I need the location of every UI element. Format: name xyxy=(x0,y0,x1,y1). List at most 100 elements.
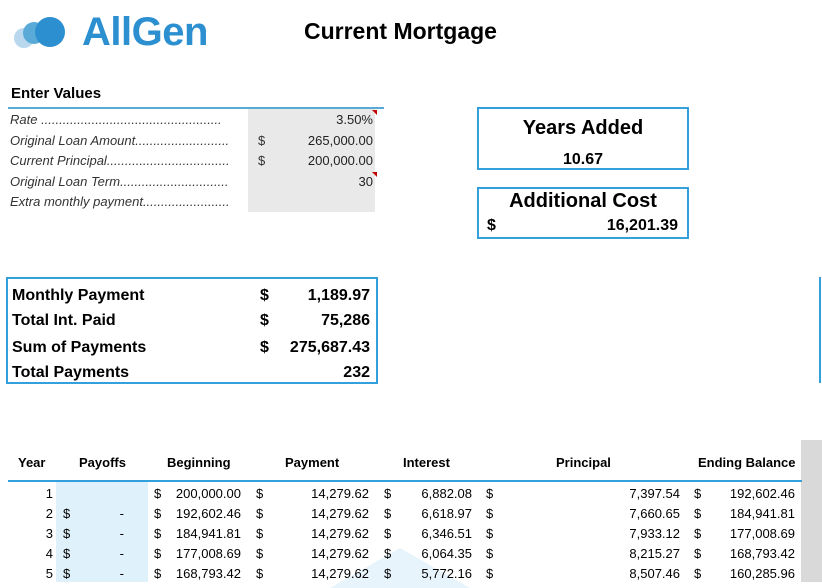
summary-label: Sum of Payments xyxy=(12,339,147,356)
cell-payment: 14,279.62 xyxy=(311,526,369,541)
cell-currency[interactable]: $ xyxy=(63,546,71,561)
cell-principal: 7,397.54 xyxy=(629,486,680,501)
input-row: Current Principal.......................… xyxy=(10,151,375,171)
cell-currency: $ xyxy=(694,486,702,501)
logo-text: AllGen xyxy=(82,10,208,54)
cell-principal: 7,933.12 xyxy=(629,526,680,541)
input-value-cell[interactable]: 3.50% xyxy=(336,112,373,127)
header-interest: Interest xyxy=(403,455,450,470)
cell-currency: $ xyxy=(154,526,162,541)
payoffs-input-column xyxy=(56,482,148,582)
cell-ending-balance: 168,793.42 xyxy=(729,546,795,561)
cell-payoff[interactable]: - xyxy=(119,526,124,541)
years-added-title: Years Added xyxy=(522,117,644,139)
additional-cost-title: Additional Cost xyxy=(509,190,657,212)
input-label: Extra monthly payment...................… xyxy=(10,194,230,209)
cell-currency: $ xyxy=(384,546,392,561)
cell-beginning: 168,793.42 xyxy=(175,566,241,581)
cell-payment: 14,279.62 xyxy=(311,486,369,501)
cell-payoff[interactable]: - xyxy=(119,566,124,581)
summary-row-sum-of-payments: Sum of Payments $ 275,687.43 xyxy=(12,336,370,360)
cell-principal: 8,215.27 xyxy=(629,546,680,561)
summary-label: Total Int. Paid xyxy=(12,312,116,329)
input-value-cell[interactable]: 265,000.00 xyxy=(307,132,373,148)
cloud-logo-icon xyxy=(14,17,65,48)
cell-currency: $ xyxy=(384,506,392,521)
table-row: 3 $ - $184,941.81 $14,279.62 $6,346.51 $7,933.… xyxy=(0,523,802,543)
summary-currency: $ xyxy=(260,312,269,329)
table-header-rule xyxy=(8,480,802,482)
cell-currency[interactable]: $ xyxy=(63,566,71,581)
cell-beginning: 184,941.81 xyxy=(175,526,241,541)
summary-row-monthly-payment: Monthly Payment $ 1,189.97 xyxy=(12,284,370,308)
header-ending-balance: Ending Balance xyxy=(698,455,796,470)
header-year: Year xyxy=(18,455,46,470)
table-row: 2 $ - $192,602.46 $14,279.62 $6,618.97 $7,660.… xyxy=(0,503,802,523)
summary-currency: $ xyxy=(260,287,269,304)
cell-ending-balance: 192,602.46 xyxy=(729,486,795,501)
table-row: 1 $200,000.00 $14,279.62 $6,882.08 $7,397.54… xyxy=(0,483,802,503)
summary-currency: $ xyxy=(260,339,269,356)
cell-payoff[interactable]: - xyxy=(119,546,124,561)
header-principal: Principal xyxy=(556,455,611,470)
cell-currency: $ xyxy=(384,486,392,501)
cell-currency: $ xyxy=(384,526,392,541)
cell-currency: $ xyxy=(256,546,264,561)
cell-payment: 14,279.62 xyxy=(311,506,369,521)
cell-ending-balance: 184,941.81 xyxy=(729,506,795,521)
cell-currency: $ xyxy=(694,526,702,541)
cell-currency[interactable]: $ xyxy=(63,526,71,541)
adjacent-box-edge xyxy=(819,277,821,383)
cell-interest: 6,882.08 xyxy=(421,486,472,501)
cell-currency: $ xyxy=(384,566,392,581)
cell-year: 1 xyxy=(45,486,53,501)
payment-summary-box: Monthly Payment $ 1,189.97 Total Int. Pa… xyxy=(6,277,378,384)
cell-currency: $ xyxy=(486,486,494,501)
additional-cost-value: 16,201.39 xyxy=(606,217,678,234)
column-header-shading xyxy=(801,440,822,582)
cell-currency: $ xyxy=(154,486,162,501)
input-row: Extra monthly payment...................… xyxy=(10,192,375,212)
cell-year: 3 xyxy=(45,526,53,541)
cell-currency: $ xyxy=(486,566,494,581)
summary-value: 232 xyxy=(343,364,370,381)
input-cells-background xyxy=(248,109,375,212)
cell-beginning: 177,008.69 xyxy=(175,546,241,561)
table-row: 5 $ - $168,793.42 $14,279.62 $5,772.16 $8,507.… xyxy=(0,563,802,583)
summary-value: 275,687.43 xyxy=(289,339,370,356)
cell-currency: $ xyxy=(256,486,264,501)
input-label: Current Principal.......................… xyxy=(10,153,230,168)
cell-currency: $ xyxy=(694,566,702,581)
cell-ending-balance: 177,008.69 xyxy=(729,526,795,541)
cell-currency: $ xyxy=(154,566,162,581)
cell-interest: 6,346.51 xyxy=(421,526,472,541)
cell-currency: $ xyxy=(154,506,162,521)
input-row: Rate ...................................… xyxy=(10,110,377,130)
page-title: Current Mortgage xyxy=(304,18,497,44)
cell-principal: 7,660.65 xyxy=(629,506,680,521)
cell-payoff[interactable]: - xyxy=(119,506,124,521)
cell-principal: 8,507.46 xyxy=(629,566,680,581)
cell-currency[interactable]: $ xyxy=(63,506,71,521)
cell-year: 4 xyxy=(45,546,53,561)
input-value-cell[interactable]: 30 xyxy=(358,173,373,189)
summary-row-total-payments: Total Payments 232 xyxy=(12,361,370,385)
cell-currency: $ xyxy=(486,546,494,561)
input-value-cell[interactable]: 200,000.00 xyxy=(307,153,373,168)
input-row: Original Loan Amount....................… xyxy=(10,131,375,151)
years-added-value: 10.67 xyxy=(562,151,604,168)
additional-cost-currency: $ xyxy=(487,217,496,234)
additional-cost-box: Additional Cost $ 16,201.39 xyxy=(477,187,689,239)
input-label: Original Loan Term......................… xyxy=(10,173,229,189)
summary-row-total-interest: Total Int. Paid $ 75,286 xyxy=(12,309,370,333)
cell-currency: $ xyxy=(486,506,494,521)
cell-interest: 5,772.16 xyxy=(421,566,472,581)
watermark-shape xyxy=(330,548,470,588)
cell-currency: $ xyxy=(694,506,702,521)
cell-currency: $ xyxy=(256,526,264,541)
header-beginning: Beginning xyxy=(167,455,231,470)
cell-beginning: 192,602.46 xyxy=(175,506,241,521)
cell-year: 5 xyxy=(45,566,53,581)
input-currency: $ xyxy=(258,153,266,168)
cell-currency: $ xyxy=(256,506,264,521)
